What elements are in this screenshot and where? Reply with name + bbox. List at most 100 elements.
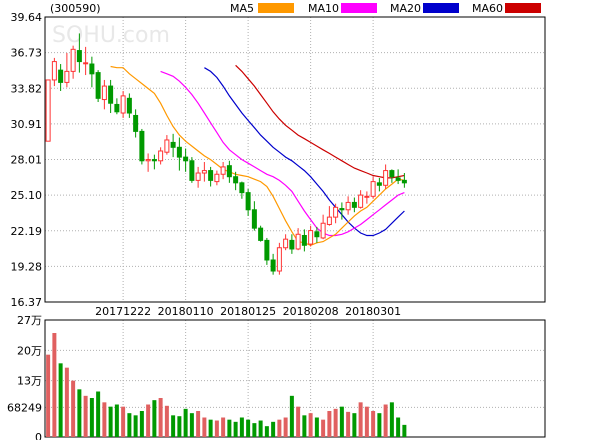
volume-bar bbox=[189, 413, 194, 437]
volume-tick-label: 0 bbox=[35, 431, 42, 440]
volume-bar bbox=[296, 406, 301, 437]
volume-bar bbox=[64, 367, 69, 437]
candle-body-up bbox=[120, 95, 126, 114]
volume-bar bbox=[339, 406, 344, 437]
candle-body-down bbox=[233, 176, 239, 184]
volume-bar bbox=[383, 404, 388, 437]
candle-body-up bbox=[64, 70, 70, 83]
candle-body-up bbox=[220, 166, 226, 175]
candle-body-down bbox=[339, 208, 345, 211]
volume-bar bbox=[271, 421, 276, 437]
candle-body-down bbox=[245, 192, 251, 211]
candle-body-up bbox=[345, 201, 351, 211]
volume-bar bbox=[302, 415, 307, 437]
candle-body-down bbox=[270, 259, 276, 272]
candle-body-up bbox=[83, 62, 89, 65]
candle-body-down bbox=[239, 182, 245, 194]
candle bbox=[314, 226, 320, 243]
volume-bar bbox=[71, 380, 76, 437]
candle-body-up bbox=[276, 247, 282, 272]
candle bbox=[114, 98, 120, 115]
candle-body-down bbox=[76, 50, 82, 63]
ma5-line bbox=[110, 65, 405, 246]
volume-bar bbox=[214, 420, 219, 437]
volume-bar bbox=[46, 354, 51, 437]
candle bbox=[226, 160, 232, 183]
candle bbox=[345, 196, 351, 215]
candle bbox=[139, 128, 145, 165]
watermark: SOHU.com bbox=[52, 23, 170, 48]
candle-body-up bbox=[383, 170, 389, 186]
candle-body-down bbox=[114, 103, 120, 113]
candle-body-up bbox=[283, 238, 289, 249]
volume-bar bbox=[171, 415, 176, 437]
date-tick-label: 20171222 bbox=[95, 305, 151, 318]
volume-bar bbox=[246, 419, 251, 437]
candle bbox=[158, 147, 164, 165]
volume-bar bbox=[289, 395, 294, 437]
price-tick-label: 28.01 bbox=[11, 154, 43, 167]
candle-body-up bbox=[333, 206, 339, 218]
volume-bar bbox=[127, 413, 132, 437]
ma-legend: MA5 MA10 MA20 MA60 bbox=[230, 2, 541, 15]
ma20-line bbox=[204, 67, 405, 237]
candle bbox=[251, 201, 257, 231]
candle-body-down bbox=[89, 63, 95, 75]
volume-tick-label: 27万 bbox=[17, 314, 42, 327]
candle-body-down bbox=[58, 69, 64, 83]
candle-body-up bbox=[308, 230, 314, 245]
volume-bar bbox=[146, 404, 151, 437]
ma60-line bbox=[235, 64, 405, 179]
candle-body-down bbox=[395, 177, 401, 181]
candle bbox=[364, 191, 370, 204]
volume-bar bbox=[133, 415, 138, 437]
candle bbox=[389, 169, 395, 183]
volume-bar bbox=[83, 395, 88, 437]
volume-bar bbox=[258, 420, 263, 437]
candle bbox=[108, 79, 114, 114]
date-tick-label: 20180110 bbox=[158, 305, 214, 318]
volume-bar bbox=[114, 404, 119, 437]
candle bbox=[83, 46, 89, 76]
volume-bar bbox=[164, 405, 169, 437]
legend-label-ma60: MA60 bbox=[472, 2, 503, 15]
date-tick-label: 20180301 bbox=[345, 305, 401, 318]
candle bbox=[151, 154, 157, 170]
volume-bar bbox=[333, 408, 338, 437]
volume-bar bbox=[264, 426, 269, 437]
candle-body-up bbox=[70, 48, 76, 72]
candle bbox=[120, 90, 126, 118]
legend-label-ma5: MA5 bbox=[230, 2, 254, 15]
volume-bar bbox=[327, 411, 332, 437]
volume-bar bbox=[321, 419, 326, 437]
volume-bar bbox=[139, 411, 144, 437]
candle-body-down bbox=[251, 209, 257, 229]
candle bbox=[301, 229, 307, 252]
candle-body-down bbox=[95, 72, 101, 99]
volume-bar bbox=[252, 423, 257, 437]
candle bbox=[276, 242, 282, 275]
candle-body-down bbox=[126, 97, 132, 114]
volume-bar bbox=[196, 411, 201, 437]
legend-label-ma20: MA20 bbox=[390, 2, 421, 15]
candle bbox=[208, 166, 214, 187]
candle-body-up bbox=[158, 150, 164, 162]
volume-bar bbox=[314, 417, 319, 437]
candle-body-down bbox=[351, 201, 357, 208]
candle bbox=[51, 57, 57, 87]
candle-body-down bbox=[176, 146, 182, 158]
candle bbox=[189, 157, 195, 183]
candle bbox=[333, 203, 339, 224]
volume-bar bbox=[277, 419, 282, 437]
legend-label-ma10: MA10 bbox=[308, 2, 339, 15]
price-tick-label: 16.37 bbox=[11, 296, 43, 309]
volume-bar bbox=[183, 408, 188, 437]
candle-body-up bbox=[164, 139, 170, 153]
candle bbox=[326, 206, 332, 226]
candle-body-down bbox=[401, 179, 407, 184]
volume-bar bbox=[371, 411, 376, 437]
candle bbox=[376, 177, 382, 192]
volume-bar bbox=[364, 406, 369, 437]
candle bbox=[264, 237, 270, 265]
price-tick-label: 19.28 bbox=[11, 260, 43, 273]
